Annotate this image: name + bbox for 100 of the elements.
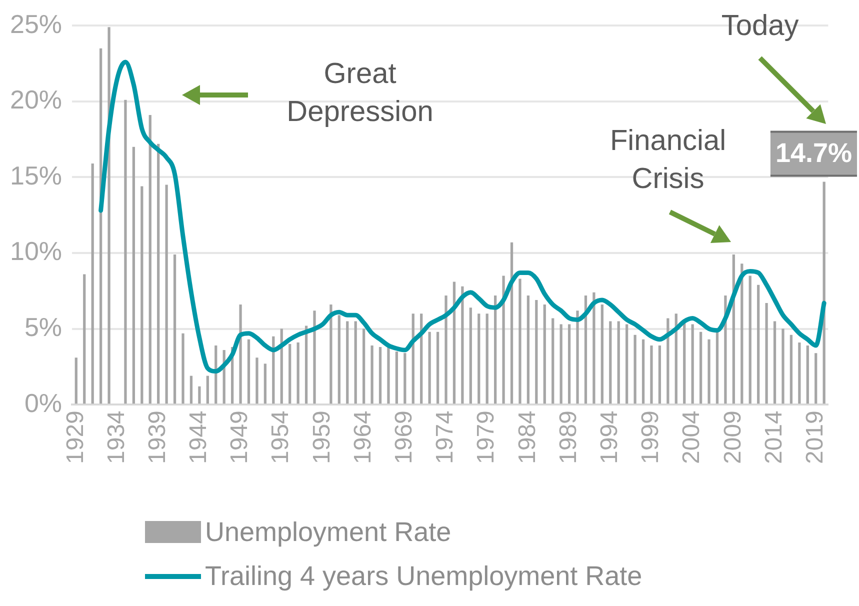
x-tick-label: 1954	[267, 410, 294, 464]
bar	[494, 295, 497, 404]
x-tick-label: 1939	[144, 410, 171, 464]
bar	[691, 324, 694, 404]
x-tick-label: 1999	[637, 410, 664, 464]
bar	[552, 318, 554, 404]
x-tick-label: 2014	[760, 410, 788, 464]
bar	[478, 314, 480, 404]
bar	[313, 310, 316, 404]
bar	[790, 334, 793, 404]
bar	[108, 27, 110, 404]
bar	[190, 376, 193, 404]
bar	[140, 186, 144, 404]
x-tick-label: 1934	[102, 410, 130, 464]
bar	[395, 352, 398, 404]
annotation: Today	[721, 10, 800, 42]
bar	[165, 184, 168, 404]
x-tick-label: 1979	[472, 410, 500, 464]
bar	[699, 332, 702, 404]
bar	[296, 342, 300, 404]
bar	[773, 321, 776, 404]
bar	[650, 345, 653, 404]
bar	[264, 364, 266, 404]
bar	[592, 292, 596, 404]
x-tick-label: 1944	[185, 410, 212, 464]
bar	[617, 321, 620, 404]
x-tick-label: 1994	[596, 410, 624, 464]
annotation: Great Depression	[286, 58, 434, 128]
bar	[658, 345, 662, 404]
bar	[486, 314, 488, 404]
bar	[370, 345, 374, 404]
bar	[404, 353, 406, 404]
bar	[716, 332, 719, 404]
bar	[543, 304, 546, 404]
bar	[798, 342, 801, 404]
bar	[568, 324, 571, 404]
x-tick-label: 1984	[514, 410, 541, 464]
bar	[518, 278, 522, 404]
y-tick-label: 0%	[24, 388, 62, 418]
bar	[378, 347, 382, 404]
x-tick-label: 2004	[678, 410, 706, 464]
annotation: Financial Crisis	[610, 125, 726, 195]
bar	[428, 332, 431, 404]
bar	[461, 286, 464, 404]
bar	[182, 333, 184, 404]
bar	[338, 315, 340, 404]
bar	[757, 284, 760, 404]
y-tick-label: 5%	[24, 312, 62, 342]
bar	[157, 144, 160, 404]
x-tick-label: 1929	[62, 410, 89, 464]
bar	[239, 304, 242, 404]
x-tick-label: 1964	[349, 410, 376, 464]
bar	[806, 345, 809, 404]
bar	[198, 386, 201, 404]
y-tick-label: 15%	[10, 160, 62, 190]
bar	[765, 303, 768, 404]
x-tick-label: 1969	[390, 410, 418, 464]
bar	[642, 339, 645, 404]
bar	[560, 324, 562, 404]
bar	[526, 295, 530, 404]
bar	[74, 358, 78, 404]
x-tick-label: 2019	[801, 410, 828, 464]
legend-label: Trailing 4 years Unemployment Rate	[205, 560, 642, 592]
bar	[362, 328, 366, 404]
bar	[83, 274, 86, 404]
bar	[132, 146, 135, 404]
y-tick-label: 25%	[10, 8, 62, 39]
bar	[576, 310, 579, 404]
legend-label: Unemployment Rate	[205, 516, 452, 548]
bar	[535, 300, 538, 404]
x-tick-label: 1989	[554, 410, 582, 464]
bar	[247, 339, 250, 404]
bar	[708, 339, 710, 404]
bar	[748, 276, 752, 404]
y-tick-label: 20%	[10, 84, 62, 115]
data-label: 14.7%	[775, 138, 852, 168]
bar	[288, 344, 292, 404]
bar	[256, 358, 258, 404]
bar	[330, 304, 332, 404]
bar	[782, 328, 784, 404]
bar	[634, 334, 636, 404]
bar	[444, 295, 448, 404]
bar	[124, 100, 127, 404]
x-tick-label: 1959	[308, 410, 336, 464]
x-tick-label: 2009	[719, 410, 746, 464]
bar	[206, 376, 209, 404]
bar	[346, 321, 349, 404]
bar	[91, 164, 94, 404]
bar	[173, 254, 176, 404]
x-tick-label: 1949	[226, 410, 254, 464]
bar	[626, 324, 628, 404]
y-tick-label: 10%	[10, 236, 62, 266]
bar	[469, 308, 472, 404]
bar	[814, 353, 818, 404]
bar	[436, 332, 440, 404]
bar	[609, 321, 612, 404]
bar	[354, 321, 357, 404]
x-tick-label: 1974	[432, 410, 459, 464]
bar	[600, 304, 604, 404]
bar	[148, 115, 152, 404]
